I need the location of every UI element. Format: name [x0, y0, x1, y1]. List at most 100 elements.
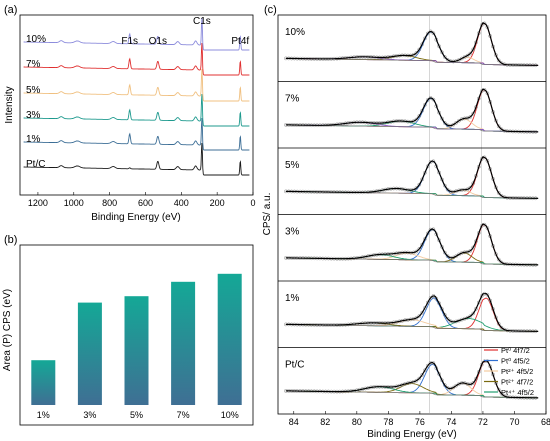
- panel-c-envelope: [285, 292, 539, 332]
- panel-c-data-point: [442, 183, 447, 188]
- panel-c-series-label: 1%: [285, 293, 300, 304]
- panel-c-data-point: [440, 245, 444, 249]
- panel-a-series-label: 3%: [26, 110, 41, 121]
- panel-c-series-label: Pt/C: [285, 360, 304, 371]
- panel-c-xtick-label: 74: [446, 417, 456, 427]
- panel-a-peak-label: C1s: [193, 16, 211, 27]
- panel-c-series-label: 5%: [285, 160, 300, 171]
- panel-c-data-point: [420, 310, 424, 315]
- panel-c-data-point: [479, 294, 484, 298]
- panel-b-category-label: 1%: [37, 410, 50, 420]
- panel-c-xtick-label: 68: [541, 417, 550, 427]
- panel-c-data-point: [496, 321, 501, 326]
- panel-c-data-point: [442, 55, 447, 59]
- panel-c-data-point: [468, 115, 473, 119]
- panel-c-xtick-label: 70: [509, 417, 519, 427]
- panel-b-category-label: 5%: [130, 410, 143, 420]
- panel-c-xtick-label: 82: [320, 417, 330, 427]
- panel-c-data-point: [440, 50, 444, 55]
- panel-c-data-point: [474, 306, 478, 311]
- panel-c-data-point: [423, 368, 427, 373]
- panel-c-data-point: [451, 385, 456, 390]
- panel-c-data-point: [428, 296, 433, 300]
- panel-c-data-point: [440, 177, 444, 182]
- panel-c-data-point: [420, 373, 424, 377]
- panel-c-data-point: [420, 242, 424, 247]
- panel-c-data-point: [479, 362, 484, 367]
- panel-c-data-point: [417, 47, 422, 52]
- panel-a-frame: [19, 14, 254, 196]
- panel-c-data-point: [471, 47, 476, 52]
- panel-c-data-point: [425, 231, 430, 236]
- panel-c-data-point: [465, 53, 470, 58]
- panel-c-data-point: [428, 160, 433, 164]
- panel-a-xtick-label: 1200: [28, 198, 48, 208]
- panel-a-spectrum-line: [23, 93, 250, 127]
- panel-c-data-point: [437, 301, 441, 306]
- panel-a-xtick-label: 0: [250, 198, 255, 208]
- panel-c-data-point: [442, 250, 447, 255]
- panel-c-data-point: [420, 42, 424, 47]
- panel-c-data-point: [496, 191, 501, 195]
- panel-c-data-point: [414, 378, 419, 383]
- panel-c-data-point: [414, 249, 419, 254]
- panel-a-series-label: Pt/C: [26, 159, 45, 170]
- panel-c-data-point: [425, 164, 430, 169]
- panel-c-data-point: [471, 245, 476, 250]
- panel-b-bar: [171, 281, 196, 405]
- panel-c-data-point: [451, 122, 456, 127]
- panel-c-data-point: [414, 186, 419, 190]
- panel-c-data-point: [414, 51, 419, 55]
- panel-c-data-point: [442, 383, 447, 387]
- panel-b-bar: [77, 302, 102, 405]
- panel-c-data-point: [423, 170, 427, 175]
- panel-b-bar: [124, 296, 149, 405]
- panel-c-xlabel: Binding Energy (eV): [367, 429, 457, 440]
- panel-c-data-point: [485, 292, 490, 297]
- panel-c-data-point: [468, 185, 473, 190]
- panel-b: (b) 1% 3% 5% 7% 10% Area (P) CPS (eV): [2, 234, 254, 426]
- panel-c-data-point: [499, 325, 504, 330]
- panel-c-legend-label: Pt⁰ 4f5/2: [501, 357, 530, 366]
- panel-c-data-point: [474, 376, 478, 381]
- panel-a-series-label: 5%: [26, 85, 41, 96]
- panel-c-data-point: [423, 103, 427, 107]
- panel-c-data-point: [417, 314, 422, 318]
- panel-c-data-point: [459, 56, 464, 61]
- panel-c-envelope: [285, 22, 539, 66]
- panel-c-data-point: [499, 391, 504, 396]
- panel-c-data-point: [440, 307, 444, 311]
- panel-a-spectrum-line: [23, 42, 250, 76]
- panel-c-data-point: [417, 247, 422, 251]
- panel-c-envelope: [285, 88, 539, 133]
- panel-c-data-point: [437, 110, 441, 115]
- panel-c-legend-label: Pt²⁺ 4f7/2: [501, 378, 533, 387]
- panel-c-data-point: [454, 120, 458, 125]
- panel-c: (c) 10% 7% 5% 3% 1% Pt/C 84 82 80 78 76 74 72 70 68 P…: [262, 4, 550, 440]
- panel-c-series-label: 3%: [285, 227, 300, 238]
- panel-c-data-point: [423, 237, 427, 241]
- panel-c-data-point: [440, 378, 444, 383]
- panel-a-series-label: 7%: [26, 59, 41, 70]
- panel-c-data-point: [457, 118, 461, 123]
- panel-c-legend-label: Pt⁰ 4f7/2: [501, 346, 530, 355]
- panel-c-data-point: [417, 182, 422, 187]
- panel-c-data-point: [499, 127, 504, 132]
- panel-c-data-point: [479, 157, 484, 161]
- panel-c-data-point: [454, 254, 458, 259]
- panel-a-xlabel: Binding Energy (eV): [91, 212, 181, 223]
- panel-c-xtick-label: 84: [289, 417, 299, 427]
- panel-c-data-point: [425, 98, 430, 102]
- panel-b-bar: [217, 273, 242, 405]
- panel-c-data-point: [440, 116, 444, 121]
- panel-c-legend-label: Pt²⁺ 4f5/2: [501, 367, 533, 376]
- panel-c-data-point: [445, 317, 450, 321]
- panel-c-data-point: [420, 177, 424, 182]
- panel-b-frame: [19, 244, 254, 426]
- panel-c-data-point: [496, 387, 501, 392]
- panel-c-data-point: [468, 51, 473, 56]
- panel-c-data-point: [425, 31, 430, 36]
- panel-c-data-point: [471, 311, 476, 316]
- panel-a-peak-label: O1s: [149, 36, 167, 47]
- panel-c-envelope: [285, 156, 539, 199]
